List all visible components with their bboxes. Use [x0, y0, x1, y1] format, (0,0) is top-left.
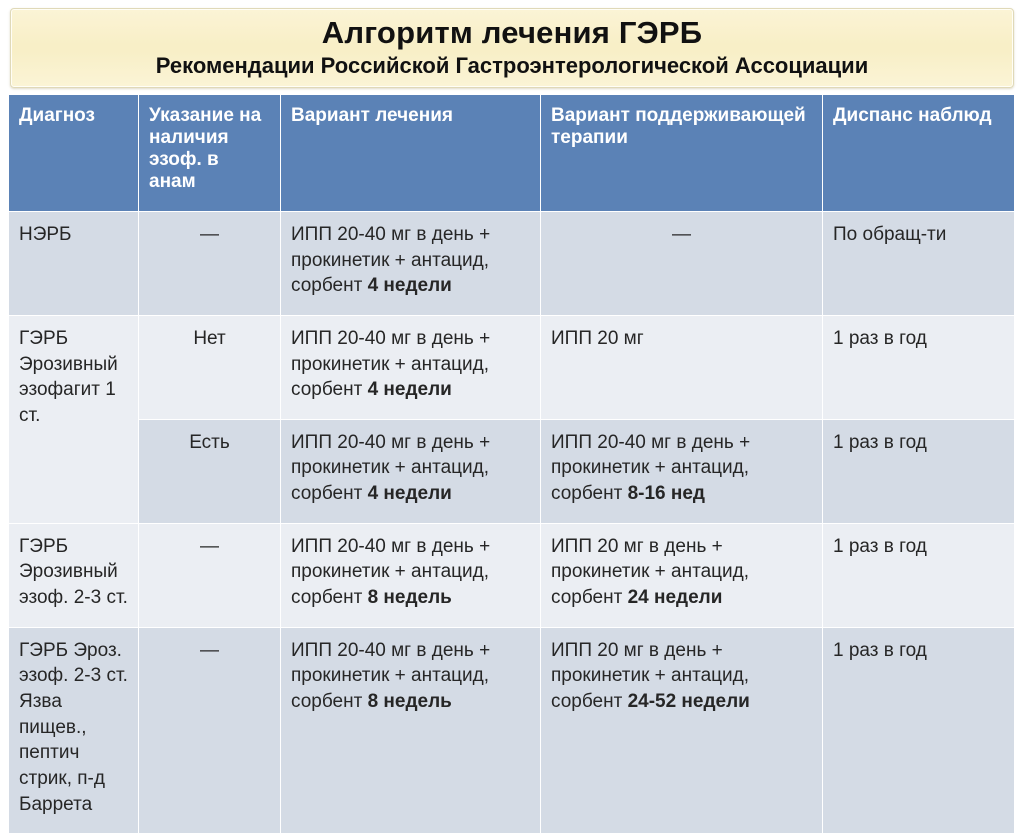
treat-bold: 8 недель	[368, 691, 452, 712]
cell-maint: ИПП 20 мг в день + прокинетик + антацид,…	[541, 627, 823, 833]
col-dispensary: Диспанс наблюд	[823, 95, 1015, 212]
cell-disp: 1 раз в год	[823, 315, 1015, 419]
cell-hist: Есть	[139, 419, 281, 523]
col-diagnosis: Диагноз	[9, 95, 139, 212]
algorithm-table: Диагноз Указание на наличия эзоф. в анам…	[8, 94, 1015, 834]
treat-bold: 4 недели	[368, 379, 452, 400]
treat-bold: 8 недель	[368, 587, 452, 608]
cell-maint: —	[541, 212, 823, 316]
table-header-row: Диагноз Указание на наличия эзоф. в анам…	[9, 95, 1015, 212]
cell-disp: 1 раз в год	[823, 419, 1015, 523]
cell-hist: —	[139, 627, 281, 833]
table-row: ГЭРБ Эрозивный эзофагит 1 ст. Нет ИПП 20…	[9, 315, 1015, 419]
treat-bold: 4 недели	[368, 483, 452, 504]
cell-diag: НЭРБ	[9, 212, 139, 316]
table-row: ГЭРБ Эрозивный эзоф. 2-3 ст. — ИПП 20-40…	[9, 523, 1015, 627]
cell-treat: ИПП 20-40 мг в день + прокинетик + антац…	[281, 627, 541, 833]
cell-disp: 1 раз в год	[823, 523, 1015, 627]
cell-maint: ИПП 20 мг	[541, 315, 823, 419]
cell-hist: —	[139, 523, 281, 627]
maint-bold: 24-52 недели	[628, 691, 750, 712]
maint-bold: 24 недели	[628, 587, 723, 608]
cell-disp: 1 раз в год	[823, 627, 1015, 833]
cell-diag: ГЭРБ Эрозивный эзоф. 2-3 ст.	[9, 523, 139, 627]
cell-maint: ИПП 20-40 мг в день + прокинетик + антац…	[541, 419, 823, 523]
cell-disp: По обращ-ти	[823, 212, 1015, 316]
maint-bold: 8-16 нед	[628, 483, 705, 504]
cell-treat: ИПП 20-40 мг в день + прокинетик + антац…	[281, 523, 541, 627]
cell-hist: —	[139, 212, 281, 316]
title-main: Алгоритм лечения ГЭРБ	[23, 15, 1001, 51]
table-row: ГЭРБ Эроз. эзоф. 2-3 ст. Язва пищев., пе…	[9, 627, 1015, 833]
cell-treat: ИПП 20-40 мг в день + прокинетик + антац…	[281, 212, 541, 316]
table-row: НЭРБ — ИПП 20-40 мг в день + прокинетик …	[9, 212, 1015, 316]
col-treatment: Вариант лечения	[281, 95, 541, 212]
cell-hist: Нет	[139, 315, 281, 419]
title-sub: Рекомендации Российской Гастроэнтерологи…	[23, 53, 1001, 79]
table-row: Есть ИПП 20-40 мг в день + прокинетик + …	[9, 419, 1015, 523]
cell-treat: ИПП 20-40 мг в день + прокинетик + антац…	[281, 419, 541, 523]
title-panel: Алгоритм лечения ГЭРБ Рекомендации Росси…	[10, 8, 1014, 88]
treat-bold: 4 недели	[368, 275, 452, 296]
cell-diag: ГЭРБ Эрозивный эзофагит 1 ст.	[9, 315, 139, 523]
col-history: Указание на наличия эзоф. в анам	[139, 95, 281, 212]
col-maintenance: Вариант поддерживающей терапии	[541, 95, 823, 212]
cell-maint: ИПП 20 мг в день + прокинетик + антацид,…	[541, 523, 823, 627]
cell-diag: ГЭРБ Эроз. эзоф. 2-3 ст. Язва пищев., пе…	[9, 627, 139, 833]
cell-treat: ИПП 20-40 мг в день + прокинетик + антац…	[281, 315, 541, 419]
